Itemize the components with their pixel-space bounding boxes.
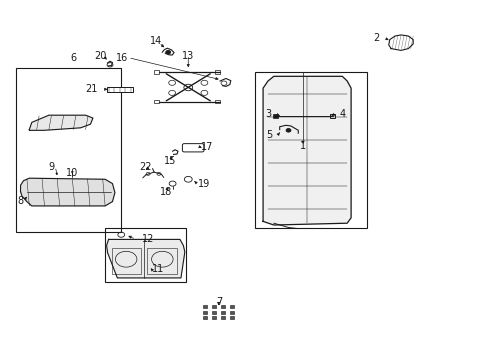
Bar: [154, 70, 159, 74]
Text: 16: 16: [116, 53, 128, 63]
Bar: [221, 316, 224, 319]
FancyBboxPatch shape: [182, 144, 203, 152]
Circle shape: [165, 50, 170, 54]
Polygon shape: [29, 115, 93, 130]
Circle shape: [285, 129, 290, 132]
Bar: [255, 72, 366, 228]
Bar: [203, 305, 207, 308]
Bar: [329, 114, 335, 118]
Polygon shape: [388, 35, 412, 50]
Text: 20: 20: [94, 51, 106, 61]
Text: 13: 13: [182, 51, 194, 61]
Bar: [112, 248, 141, 274]
Text: 4: 4: [339, 109, 346, 120]
Text: 14: 14: [150, 36, 163, 46]
Bar: [212, 316, 216, 319]
Bar: [203, 311, 207, 314]
Bar: [215, 70, 220, 74]
Bar: [229, 316, 233, 319]
Bar: [16, 68, 121, 232]
Text: 5: 5: [266, 130, 272, 140]
Bar: [272, 114, 277, 118]
Text: 19: 19: [198, 179, 210, 189]
Bar: [221, 305, 224, 308]
Polygon shape: [263, 76, 350, 225]
Text: 21: 21: [85, 84, 98, 94]
Text: 1: 1: [300, 141, 305, 151]
Text: 3: 3: [264, 109, 271, 120]
Text: 7: 7: [216, 297, 222, 307]
Text: 6: 6: [70, 53, 76, 63]
Text: 11: 11: [151, 264, 163, 274]
Text: 18: 18: [160, 186, 172, 197]
Bar: [105, 228, 185, 282]
Text: 22: 22: [139, 162, 152, 172]
Bar: [212, 311, 216, 314]
Bar: [229, 311, 233, 314]
Text: 9: 9: [48, 162, 54, 172]
Text: 12: 12: [142, 234, 154, 244]
Text: 17: 17: [200, 142, 212, 152]
Text: 2: 2: [373, 33, 379, 43]
Bar: [106, 87, 133, 92]
Text: 15: 15: [163, 156, 176, 166]
Bar: [154, 100, 159, 103]
Bar: [212, 305, 216, 308]
Bar: [221, 311, 224, 314]
Polygon shape: [106, 239, 184, 278]
Bar: [203, 316, 207, 319]
Text: 8: 8: [18, 196, 23, 206]
Bar: [215, 100, 220, 103]
Polygon shape: [20, 178, 115, 206]
Bar: [229, 305, 233, 308]
Text: 10: 10: [66, 168, 79, 178]
Bar: [146, 248, 177, 274]
